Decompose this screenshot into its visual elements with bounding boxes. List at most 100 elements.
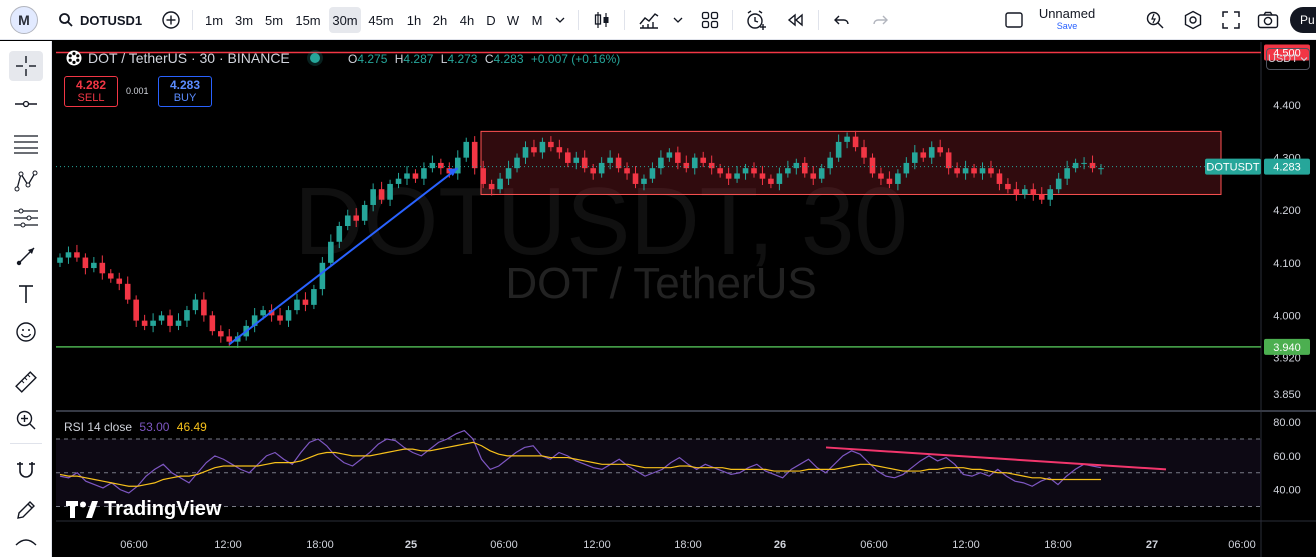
indicators-dropdown-button[interactable]: [670, 7, 686, 33]
time-axis-label: 25: [405, 539, 417, 551]
redo-button[interactable]: [866, 7, 894, 33]
interval-5m[interactable]: 5m: [264, 12, 284, 28]
current-symbol-tag: [1205, 158, 1261, 175]
snapshot-button[interactable]: [1254, 7, 1282, 33]
candle-body: [971, 168, 977, 174]
candle-body: [598, 162, 605, 174]
candle-body: [768, 178, 774, 184]
layout-name: Unnamed: [1038, 6, 1096, 21]
candle-body: [607, 157, 613, 163]
currency-select[interactable]: USDT: [1266, 48, 1310, 70]
save-label: Save: [1056, 21, 1078, 31]
tv-logo-icon: [66, 500, 98, 518]
price-tick-label: 3.850: [1273, 389, 1301, 401]
candle-body: [1064, 168, 1070, 179]
candle-body: [539, 141, 546, 153]
lock-drawings-tool[interactable]: [9, 495, 43, 525]
interval-3m[interactable]: 3m: [234, 12, 254, 28]
layouts-button[interactable]: [696, 7, 724, 33]
candle-body: [615, 157, 622, 169]
rsi-legend[interactable]: RSI 14 close 53.00 46.49: [64, 420, 207, 434]
candle-body: [1005, 183, 1011, 190]
crosshair-tool[interactable]: [9, 51, 43, 81]
candle-body: [649, 168, 656, 179]
watermark-name: DOT / TetherUS: [505, 259, 816, 308]
candle-body: [801, 162, 808, 174]
user-avatar[interactable]: M: [10, 6, 38, 34]
polkadot-logo-icon: [66, 50, 82, 66]
time-axis-label: 12:00: [214, 539, 242, 551]
interval-2h[interactable]: 2h: [432, 12, 448, 28]
interval-15m[interactable]: 15m: [295, 12, 321, 28]
fullscreen-button[interactable]: [1218, 7, 1244, 33]
pattern-tool[interactable]: [9, 166, 43, 196]
buy-button[interactable]: 4.283 BUY: [158, 76, 212, 107]
icon-tool[interactable]: [9, 317, 43, 347]
symbol-search-button[interactable]: DOTUSD1: [58, 7, 150, 33]
gear-icon: [1184, 10, 1202, 30]
tradingview-logo[interactable]: TradingView: [66, 498, 221, 521]
interval-1m[interactable]: 1m: [204, 12, 224, 28]
interval-w[interactable]: W: [506, 12, 520, 28]
lines-icon: [14, 135, 38, 154]
candle-body: [912, 152, 918, 163]
fib-tool[interactable]: [9, 129, 43, 159]
candle-body: [878, 173, 884, 179]
replay-button[interactable]: [782, 7, 810, 33]
publish-button[interactable]: Pu: [1290, 7, 1316, 33]
candle-body: [277, 315, 283, 321]
time-axis-label: 18:00: [306, 539, 334, 551]
interval-m[interactable]: M: [531, 12, 543, 28]
sell-button[interactable]: 4.282 SELL: [64, 76, 118, 107]
candle-body: [488, 183, 495, 190]
chevron-down-icon: [1300, 57, 1308, 62]
candle-body: [319, 262, 326, 290]
horizontal-line-tool[interactable]: [9, 89, 43, 119]
support-price-label: 3.940: [1273, 342, 1301, 354]
alert-button[interactable]: [742, 7, 770, 33]
text-tool[interactable]: [9, 279, 43, 309]
interval-45m[interactable]: 45m: [368, 12, 394, 28]
hide-drawings-tool[interactable]: [9, 535, 43, 555]
candle-body: [471, 141, 478, 169]
candle-body: [937, 147, 943, 153]
magnet-tool[interactable]: [9, 455, 43, 485]
candle-body: [531, 147, 537, 153]
chart-type-button[interactable]: [588, 7, 616, 33]
indicators-button[interactable]: [634, 7, 664, 33]
alarm-clock-icon: [747, 10, 766, 30]
undo-button[interactable]: [828, 7, 856, 33]
candle-body: [776, 173, 783, 184]
layout-select-checkbox[interactable]: [1002, 7, 1026, 33]
interval-30m[interactable]: 30m: [329, 7, 361, 33]
time-axis-label: 12:00: [583, 539, 611, 551]
interval-dropdown-button[interactable]: [552, 7, 568, 33]
high-label: H: [394, 52, 404, 66]
forecast-icon: [14, 208, 38, 228]
interval-4h[interactable]: 4h: [459, 12, 475, 28]
prediction-tool[interactable]: [9, 203, 43, 233]
interval-1h[interactable]: 1h: [406, 12, 422, 28]
measure-tool[interactable]: [9, 367, 43, 397]
quick-search-button[interactable]: [1142, 7, 1168, 33]
candle-body: [260, 310, 266, 316]
time-axis-label: 26: [774, 539, 786, 551]
interval-d[interactable]: D: [486, 12, 496, 28]
zoom-tool[interactable]: [9, 405, 43, 435]
candle-body: [691, 157, 698, 169]
candle-body: [818, 168, 825, 179]
settings-button[interactable]: [1180, 7, 1206, 33]
layout-name-button[interactable]: Unnamed Save: [1030, 7, 1104, 33]
candle-body: [556, 147, 563, 153]
buy-price: 4.283: [169, 78, 201, 92]
close-label: C: [484, 52, 494, 66]
price-tick-label: 4.100: [1273, 258, 1301, 270]
candle-body: [344, 215, 351, 226]
series-legend[interactable]: DOT / TetherUS · 30 · BINANCE: [66, 50, 320, 66]
brush-tool[interactable]: [9, 241, 43, 271]
add-circle-icon: [162, 11, 180, 29]
compare-symbol-button[interactable]: [158, 7, 184, 33]
candle-body: [658, 157, 664, 169]
